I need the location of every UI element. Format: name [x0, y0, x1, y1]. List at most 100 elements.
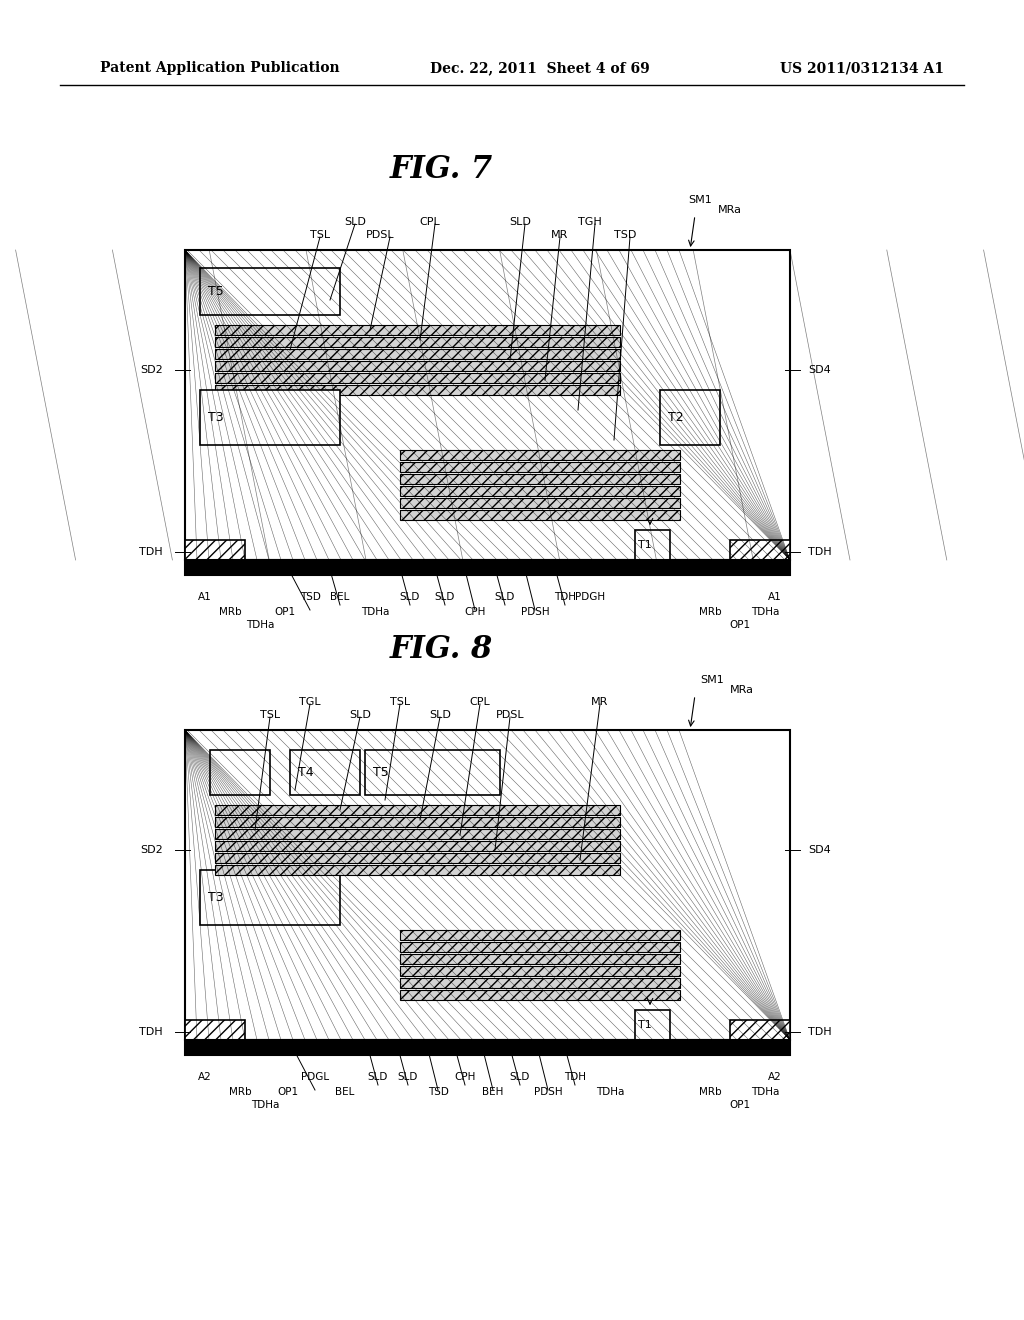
- Text: FIG. 7: FIG. 7: [390, 154, 494, 186]
- Bar: [215, 829, 620, 840]
- Bar: [400, 474, 680, 484]
- Text: A1: A1: [768, 591, 782, 602]
- Bar: [400, 966, 680, 975]
- Bar: [400, 510, 680, 520]
- Text: CPL: CPL: [470, 697, 490, 708]
- Text: TDHa: TDHa: [251, 1100, 280, 1110]
- Bar: [185, 1020, 245, 1045]
- Bar: [730, 1020, 790, 1045]
- Text: SLD: SLD: [349, 710, 371, 719]
- Bar: [215, 325, 620, 335]
- Bar: [730, 540, 790, 565]
- Text: BEH: BEH: [482, 1086, 504, 1097]
- Bar: [185, 540, 245, 565]
- Bar: [730, 540, 790, 565]
- Bar: [400, 462, 680, 473]
- Bar: [215, 385, 620, 395]
- Text: SLD: SLD: [435, 591, 456, 602]
- Bar: [635, 531, 670, 560]
- Text: TDHa: TDHa: [751, 1086, 779, 1097]
- Bar: [185, 249, 790, 560]
- Text: T4: T4: [298, 766, 313, 779]
- Bar: [400, 498, 680, 508]
- Text: SLD: SLD: [429, 710, 451, 719]
- Text: TSL: TSL: [260, 710, 280, 719]
- Bar: [215, 805, 620, 814]
- Text: SLD: SLD: [495, 591, 515, 602]
- Text: Dec. 22, 2011  Sheet 4 of 69: Dec. 22, 2011 Sheet 4 of 69: [430, 61, 650, 75]
- Bar: [400, 954, 680, 964]
- Text: CPH: CPH: [455, 1072, 476, 1082]
- Text: MR: MR: [551, 230, 568, 240]
- Text: TSL: TSL: [310, 230, 330, 240]
- Text: T3: T3: [208, 891, 223, 904]
- Bar: [400, 966, 680, 975]
- Text: MR: MR: [591, 697, 608, 708]
- Text: SD4: SD4: [808, 845, 830, 855]
- Text: TDH: TDH: [554, 591, 575, 602]
- Text: SD2: SD2: [140, 366, 163, 375]
- Bar: [290, 750, 360, 795]
- Text: SLD: SLD: [344, 216, 366, 227]
- Text: PDSH: PDSH: [520, 607, 549, 616]
- Text: SLD: SLD: [510, 1072, 530, 1082]
- Text: MRa: MRa: [730, 685, 754, 696]
- Bar: [400, 474, 680, 484]
- Text: T5: T5: [208, 285, 224, 298]
- Bar: [400, 931, 680, 940]
- Text: PDSL: PDSL: [496, 710, 524, 719]
- Bar: [730, 1020, 790, 1045]
- Text: A2: A2: [198, 1072, 212, 1082]
- Bar: [400, 942, 680, 952]
- Bar: [400, 942, 680, 952]
- Bar: [400, 498, 680, 508]
- Text: TSD: TSD: [613, 230, 636, 240]
- Text: TSL: TSL: [390, 697, 410, 708]
- Bar: [400, 978, 680, 987]
- Text: MRb: MRb: [228, 1086, 251, 1097]
- Bar: [400, 954, 680, 964]
- Text: MRa: MRa: [718, 205, 742, 215]
- Text: OP1: OP1: [278, 1086, 299, 1097]
- Bar: [400, 450, 680, 459]
- Text: T5: T5: [373, 766, 389, 779]
- Bar: [400, 450, 680, 459]
- Bar: [215, 865, 620, 875]
- Text: SLD: SLD: [399, 591, 420, 602]
- Text: OP1: OP1: [729, 1100, 751, 1110]
- Bar: [215, 360, 620, 371]
- Text: CPL: CPL: [420, 216, 440, 227]
- Text: SM1: SM1: [688, 195, 712, 205]
- Text: TSD: TSD: [300, 591, 321, 602]
- Text: TDH: TDH: [564, 1072, 586, 1082]
- Text: TDHa: TDHa: [751, 607, 779, 616]
- Text: OP1: OP1: [729, 620, 751, 630]
- Bar: [400, 990, 680, 1001]
- Text: T3: T3: [208, 411, 223, 424]
- Text: PDGL: PDGL: [301, 1072, 329, 1082]
- Text: SLD: SLD: [509, 216, 530, 227]
- Bar: [400, 510, 680, 520]
- Bar: [215, 348, 620, 359]
- Text: Patent Application Publication: Patent Application Publication: [100, 61, 340, 75]
- Text: SM1: SM1: [700, 675, 724, 685]
- Text: TDHa: TDHa: [596, 1086, 625, 1097]
- Text: TDH: TDH: [808, 1027, 831, 1038]
- Bar: [215, 337, 620, 347]
- Bar: [215, 817, 620, 828]
- Bar: [215, 841, 620, 851]
- Bar: [215, 337, 620, 347]
- Bar: [400, 486, 680, 496]
- Text: TGL: TGL: [299, 697, 321, 708]
- Text: TDH: TDH: [139, 1027, 163, 1038]
- Text: T1: T1: [638, 1020, 651, 1030]
- Text: OP1: OP1: [274, 607, 296, 616]
- Bar: [215, 829, 620, 840]
- Text: PDSH: PDSH: [534, 1086, 562, 1097]
- Bar: [365, 750, 500, 795]
- Text: SD2: SD2: [140, 845, 163, 855]
- Bar: [210, 750, 270, 795]
- Bar: [215, 841, 620, 851]
- Text: TGH: TGH: [579, 216, 602, 227]
- Bar: [185, 560, 790, 576]
